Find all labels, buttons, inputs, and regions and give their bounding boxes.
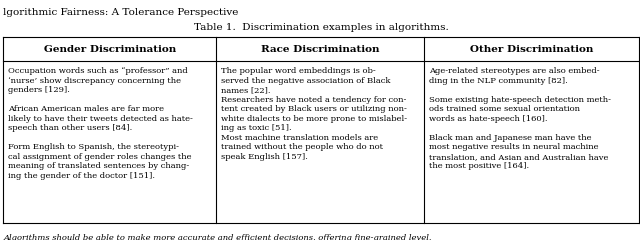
Text: Age-related stereotypes are also embed-
ding in the NLP community [82].

Some ex: Age-related stereotypes are also embed- … [429,67,611,170]
Text: lgorithmic Fairness: A Tolerance Perspective: lgorithmic Fairness: A Tolerance Perspec… [3,8,239,18]
Text: Occupation words such as “professor” and
‘nurse’ show discrepancy concerning the: Occupation words such as “professor” and… [8,67,193,180]
Text: Other Discrimination: Other Discrimination [470,45,593,54]
Text: Race Discrimination: Race Discrimination [261,45,380,54]
Text: Gender Discrimination: Gender Discrimination [44,45,176,54]
Text: Table 1.  Discrimination examples in algorithms.: Table 1. Discrimination examples in algo… [194,23,449,32]
Text: The popular word embeddings is ob-
served the negative association of Black
name: The popular word embeddings is ob- serve… [221,67,407,161]
Text: Algorithms should be able to make more accurate and efficient decisions, offerin: Algorithms should be able to make more a… [3,234,432,240]
